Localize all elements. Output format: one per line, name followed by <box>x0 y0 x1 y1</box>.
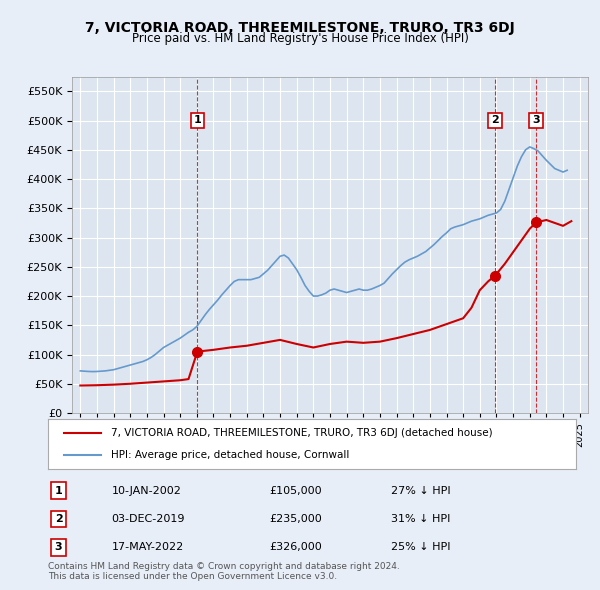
Text: 2: 2 <box>55 514 62 524</box>
Text: 03-DEC-2019: 03-DEC-2019 <box>112 514 185 524</box>
Text: 25% ↓ HPI: 25% ↓ HPI <box>391 542 451 552</box>
Text: 27% ↓ HPI: 27% ↓ HPI <box>391 486 451 496</box>
Text: £105,000: £105,000 <box>270 486 322 496</box>
Text: 2: 2 <box>491 116 499 126</box>
Text: 10-JAN-2002: 10-JAN-2002 <box>112 486 181 496</box>
Text: 31% ↓ HPI: 31% ↓ HPI <box>391 514 451 524</box>
Text: 1: 1 <box>193 116 201 126</box>
Text: 7, VICTORIA ROAD, THREEMILESTONE, TRURO, TR3 6DJ: 7, VICTORIA ROAD, THREEMILESTONE, TRURO,… <box>85 21 515 35</box>
Text: 17-MAY-2022: 17-MAY-2022 <box>112 542 184 552</box>
Text: 3: 3 <box>532 116 540 126</box>
Text: This data is licensed under the Open Government Licence v3.0.: This data is licensed under the Open Gov… <box>48 572 337 581</box>
Text: 7, VICTORIA ROAD, THREEMILESTONE, TRURO, TR3 6DJ (detached house): 7, VICTORIA ROAD, THREEMILESTONE, TRURO,… <box>112 428 493 438</box>
Text: HPI: Average price, detached house, Cornwall: HPI: Average price, detached house, Corn… <box>112 450 350 460</box>
Text: £326,000: £326,000 <box>270 542 323 552</box>
Text: Contains HM Land Registry data © Crown copyright and database right 2024.: Contains HM Land Registry data © Crown c… <box>48 562 400 571</box>
Text: £235,000: £235,000 <box>270 514 323 524</box>
Text: 1: 1 <box>55 486 62 496</box>
Text: Price paid vs. HM Land Registry's House Price Index (HPI): Price paid vs. HM Land Registry's House … <box>131 32 469 45</box>
Text: 3: 3 <box>55 542 62 552</box>
